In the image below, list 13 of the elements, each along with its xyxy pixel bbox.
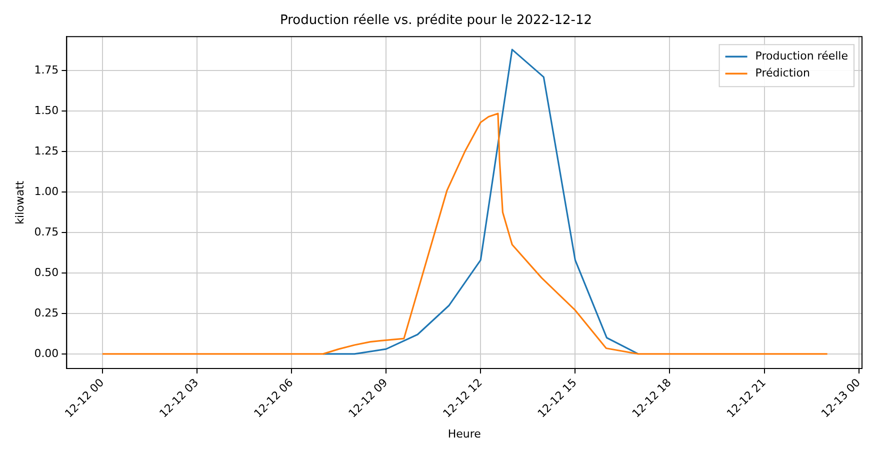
y-tick-label: 0.75 bbox=[34, 225, 59, 238]
y-tick-label: 0.25 bbox=[34, 306, 59, 320]
y-axis-title: kilowatt bbox=[13, 180, 26, 224]
legend-label: Production réelle bbox=[755, 49, 848, 62]
y-tick-label: 0.50 bbox=[34, 266, 59, 279]
legend-label: Prédiction bbox=[755, 66, 810, 80]
y-tick-label: 0.00 bbox=[34, 346, 59, 360]
y-tick-label: 1.50 bbox=[34, 104, 59, 117]
x-axis-title: Heure bbox=[448, 427, 482, 440]
chart-title: Production réelle vs. prédite pour le 2022-12-12 bbox=[280, 13, 592, 28]
y-tick-label: 1.25 bbox=[34, 144, 59, 158]
y-tick-label: 1.75 bbox=[34, 63, 59, 76]
y-tick-label: 1.00 bbox=[34, 184, 59, 198]
